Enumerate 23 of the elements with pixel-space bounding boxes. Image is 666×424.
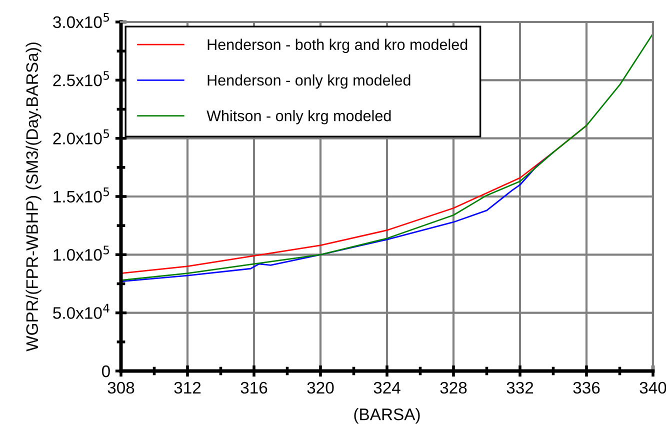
x-tick-label: 308 (108, 382, 134, 394)
line-series (121, 32, 653, 281)
legend-label: Henderson - both krg and kro modeled (208, 38, 468, 54)
y-tick-label: 1.5x10$^{5}$ (54, 188, 110, 203)
x-tick-label: 336 (573, 382, 600, 394)
x-tick-label: 324 (374, 382, 400, 394)
x-tick-label: 340 (640, 382, 666, 394)
line-series (121, 124, 588, 274)
y-tick-label: 2.0x10$^{5}$ (53, 129, 110, 144)
legend-label: Henderson - only krg modeled (208, 74, 410, 89)
x-axis-title: (BARSA) (354, 408, 420, 424)
y-axis-title: WGPR/(FPR-WBHP) (SM3/(Day.BARSa)) (26, 42, 42, 352)
y-tick-label: 0 (102, 365, 110, 378)
y-tick-label: 3.0x10$^{5}$ (53, 13, 110, 28)
x-tick-label: 316 (240, 382, 268, 394)
y-tick-label: 2.5x10$^{5}$ (53, 71, 110, 86)
x-tick-label: 320 (307, 382, 334, 394)
x-tick-label: 328 (440, 382, 467, 394)
y-tick-label: 1.0x10$^{5}$ (54, 246, 110, 261)
x-tick-label: 312 (174, 382, 201, 394)
y-tick-label: 5.0x10$^{4}$ (53, 304, 110, 319)
legend-label: Whitson - only krg modeled (206, 110, 391, 124)
x-tick-label: 332 (506, 382, 534, 394)
